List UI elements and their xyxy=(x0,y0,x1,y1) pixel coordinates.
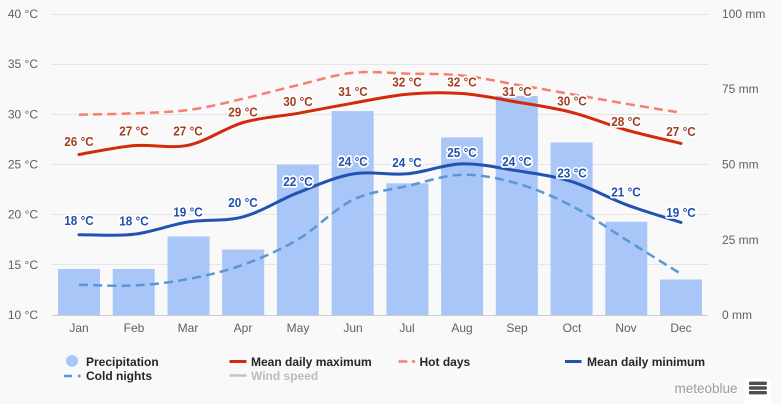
svg-text:40 °C: 40 °C xyxy=(8,7,38,21)
svg-text:Mean daily minimum: Mean daily minimum xyxy=(587,355,705,369)
svg-text:Apr: Apr xyxy=(234,321,253,335)
svg-text:32 °C: 32 °C xyxy=(392,75,422,90)
svg-text:Jul: Jul xyxy=(399,321,414,335)
svg-text:27 °C: 27 °C xyxy=(666,124,696,139)
svg-text:Cold nights: Cold nights xyxy=(86,369,152,383)
svg-text:23 °C: 23 °C xyxy=(557,166,587,181)
svg-text:30 °C: 30 °C xyxy=(8,107,38,121)
svg-text:100 mm: 100 mm xyxy=(722,7,765,21)
svg-text:Feb: Feb xyxy=(124,321,145,335)
svg-text:May: May xyxy=(287,321,310,335)
svg-text:19 °C: 19 °C xyxy=(666,205,696,220)
svg-text:24 °C: 24 °C xyxy=(338,154,368,169)
svg-text:meteoblue: meteoblue xyxy=(674,381,737,396)
svg-text:50 mm: 50 mm xyxy=(722,158,759,172)
svg-text:Mean daily maximum: Mean daily maximum xyxy=(251,355,372,369)
svg-text:18 °C: 18 °C xyxy=(119,214,149,229)
svg-text:Aug: Aug xyxy=(451,321,472,335)
svg-text:24 °C: 24 °C xyxy=(392,155,422,170)
svg-text:27 °C: 27 °C xyxy=(119,124,149,139)
svg-text:Jan: Jan xyxy=(69,321,88,335)
svg-text:21 °C: 21 °C xyxy=(611,185,641,200)
svg-text:24 °C: 24 °C xyxy=(502,154,532,169)
svg-text:Wind speed: Wind speed xyxy=(251,369,318,383)
svg-text:35 °C: 35 °C xyxy=(8,57,38,71)
svg-text:10 °C: 10 °C xyxy=(8,308,38,322)
svg-text:Mar: Mar xyxy=(178,321,199,335)
svg-text:28 °C: 28 °C xyxy=(611,114,641,129)
svg-text:30 °C: 30 °C xyxy=(557,93,587,108)
svg-text:15 °C: 15 °C xyxy=(8,258,38,272)
svg-text:25 mm: 25 mm xyxy=(722,233,759,247)
svg-text:20 °C: 20 °C xyxy=(8,208,38,222)
svg-text:Hot days: Hot days xyxy=(420,355,471,369)
svg-text:0 mm: 0 mm xyxy=(722,308,752,322)
svg-text:Jun: Jun xyxy=(343,321,362,335)
svg-text:Oct: Oct xyxy=(563,321,582,335)
svg-text:19 °C: 19 °C xyxy=(173,205,203,220)
svg-text:18 °C: 18 °C xyxy=(64,213,94,228)
svg-text:31 °C: 31 °C xyxy=(338,84,368,99)
svg-text:Dec: Dec xyxy=(670,321,691,335)
svg-text:27 °C: 27 °C xyxy=(173,124,203,139)
svg-text:25 °C: 25 °C xyxy=(447,145,477,160)
svg-text:Nov: Nov xyxy=(615,321,636,335)
svg-text:30 °C: 30 °C xyxy=(283,94,313,109)
svg-text:32 °C: 32 °C xyxy=(447,75,477,90)
svg-text:75 mm: 75 mm xyxy=(722,82,759,96)
svg-text:Sep: Sep xyxy=(506,321,528,335)
svg-text:29 °C: 29 °C xyxy=(228,105,258,120)
svg-text:22 °C: 22 °C xyxy=(283,174,313,189)
svg-text:Precipitation: Precipitation xyxy=(86,355,159,369)
svg-text:31 °C: 31 °C xyxy=(502,84,532,99)
svg-text:25 °C: 25 °C xyxy=(8,158,38,172)
svg-text:20 °C: 20 °C xyxy=(228,195,258,210)
svg-text:26 °C: 26 °C xyxy=(64,134,94,149)
